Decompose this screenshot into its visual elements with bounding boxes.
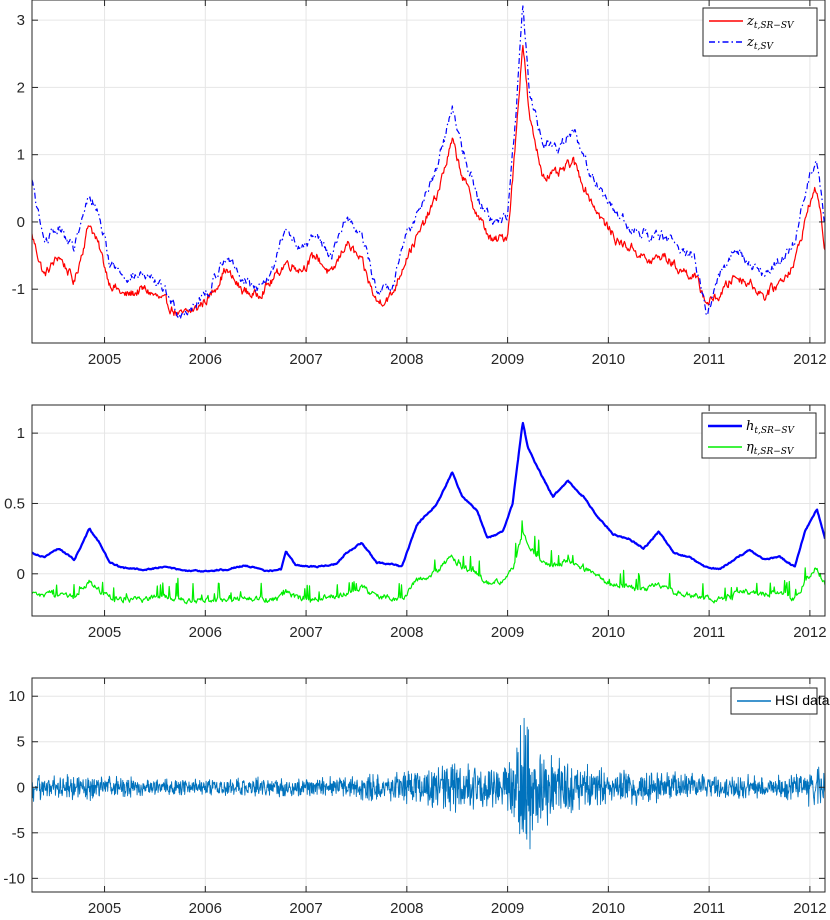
y-tick-label-1: 0: [17, 214, 25, 231]
series-line-h-t-sr-sv-: [32, 421, 825, 573]
panel-2-series: [32, 421, 825, 605]
x-tick-label-2006: 2006: [189, 900, 222, 917]
y-tick-label-3: 2: [17, 79, 25, 96]
y-tick-label-2: 1: [17, 147, 25, 164]
x-tick-label-2010: 2010: [592, 351, 625, 368]
legend-entry-hsi-data: HSI data: [737, 692, 830, 708]
x-tick-label-2012: 2012: [793, 351, 826, 368]
panel-z-series: 2005 2006 2007 2008 2009 2010 2011 2012 -1 0 1 2 3 z…: [12, 0, 827, 368]
x-tick-label-2012: 2012: [793, 624, 826, 641]
panel-3-axes-frame: [31, 677, 826, 893]
x-tick-label-2010: 2010: [592, 900, 625, 917]
x-tick-label-2011: 2011: [693, 624, 725, 641]
series-line-eta-t-sr-sv-: [32, 520, 825, 605]
panel-hsi-returns: 2005 2006 2007 2008 2009 2010 2011 2012 -10 -5 0 5 1…: [3, 677, 830, 917]
legend-entry-z-sv: zt,SV: [709, 35, 775, 52]
x-tick-label-2011: 2011: [693, 351, 725, 368]
x-tick-label-2005: 2005: [88, 351, 121, 368]
panel-2-ticks: 2005 2006 2007 2008 2009 2010 2011 2012 0 0.5 1: [4, 405, 827, 641]
x-tick-label-2008: 2008: [390, 624, 423, 641]
x-tick-label-2011: 2011: [693, 900, 725, 917]
x-tick-label-2009: 2009: [491, 900, 524, 917]
x-tick-label-2007: 2007: [289, 351, 322, 368]
x-tick-label-2007: 2007: [289, 900, 322, 917]
y-tick-label-0: -1: [12, 281, 25, 298]
series-line-z-t-sr-sv-: [32, 44, 825, 317]
panel-1-series: [32, 5, 825, 320]
panel-3-series: [32, 717, 825, 850]
x-tick-label-2005: 2005: [88, 624, 121, 641]
x-tick-label-2009: 2009: [491, 624, 524, 641]
y-tick-label-1: 0.5: [4, 495, 25, 512]
series-line-z-t-sv-: [32, 5, 825, 320]
legend-entry-eta-sr-sv: ηt,SR−SV: [708, 440, 795, 457]
legend-entry-z-sr-sv: zt,SR−SV: [709, 14, 795, 31]
panel-1-grid: [32, 0, 825, 343]
panel-2-legend-box: [701, 412, 817, 459]
y-tick-label-4: 3: [17, 12, 25, 29]
y-tick-label-2: 1: [17, 425, 25, 442]
x-tick-label-2007: 2007: [289, 624, 322, 641]
x-tick-label-2006: 2006: [189, 624, 222, 641]
y-tick-label-1: -5: [12, 825, 25, 842]
x-tick-label-2008: 2008: [390, 351, 423, 368]
x-tick-label-2012: 2012: [793, 900, 826, 917]
legend-label-z-sr-sv: zt,SR−SV: [746, 14, 795, 31]
y-tick-label-2: 0: [17, 779, 25, 796]
panel-3-legend: HSI data: [730, 687, 830, 715]
y-tick-label-0: -10: [3, 870, 25, 887]
x-tick-label-2009: 2009: [491, 351, 524, 368]
panel-1-ticks: 2005 2006 2007 2008 2009 2010 2011 2012 -1 0 1 2 3: [12, 0, 827, 368]
panel-h-eta-series: 2005 2006 2007 2008 2009 2010 2011 2012 0 0.5 1 ht…: [4, 404, 827, 641]
legend-entry-h-sr-sv: ht,SR−SV: [708, 419, 796, 436]
panel-2-axes-frame: [31, 404, 826, 617]
x-tick-label-2010: 2010: [592, 624, 625, 641]
y-tick-label-3: 5: [17, 734, 25, 751]
y-tick-label-0: 0: [17, 566, 25, 583]
panel-1-legend: zt,SR−SV zt,SV: [702, 7, 818, 57]
legend-label-hsi-data: HSI data: [775, 692, 830, 708]
legend-label-eta-sr-sv: ηt,SR−SV: [746, 440, 795, 457]
panel-1-legend-box: [702, 7, 818, 57]
y-tick-label-4: 10: [8, 688, 25, 705]
x-tick-label-2008: 2008: [390, 900, 423, 917]
x-tick-label-2006: 2006: [189, 351, 222, 368]
x-tick-label-2005: 2005: [88, 900, 121, 917]
panel-2-legend: ht,SR−SV ηt,SR−SV: [701, 412, 817, 459]
panel-3-ticks: 2005 2006 2007 2008 2009 2010 2011 2012 -10 -5 0 5 1…: [3, 678, 827, 917]
legend-label-h-sr-sv: ht,SR−SV: [746, 419, 796, 436]
panel-1-axes-frame: [31, 0, 826, 344]
legend-label-z-sv: zt,SV: [746, 35, 775, 52]
series-line-hsi-data: [32, 717, 825, 850]
